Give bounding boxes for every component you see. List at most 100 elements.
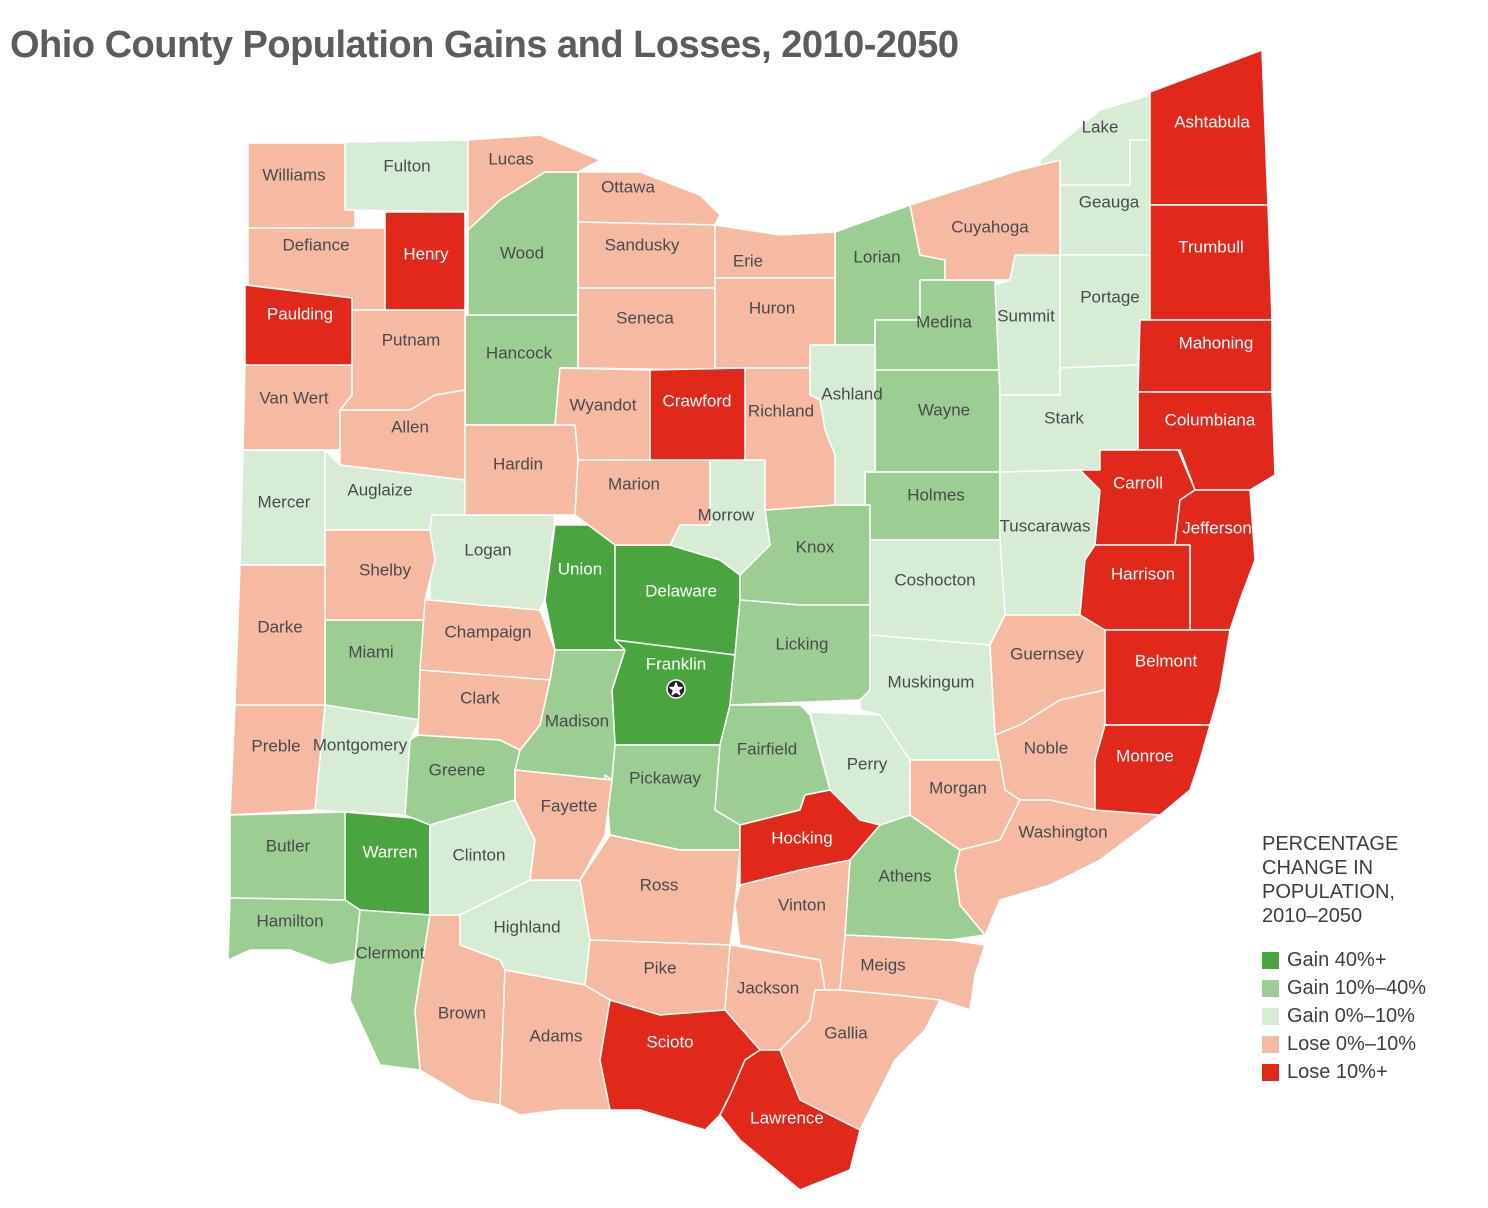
county-label: Carroll	[1113, 473, 1163, 492]
legend-item: Lose 0%–10%	[1262, 1030, 1462, 1058]
county-label: Mahoning	[1179, 333, 1254, 352]
county-label: Darke	[257, 617, 302, 636]
county	[244, 284, 353, 366]
county	[1149, 204, 1273, 321]
county-label: Monroe	[1116, 746, 1174, 765]
county-label: Logan	[464, 540, 511, 559]
county-label: Pickaway	[629, 768, 701, 787]
legend-swatch	[1262, 1007, 1279, 1025]
county	[384, 211, 466, 311]
county	[649, 367, 746, 461]
county-label: Auglaize	[347, 480, 412, 499]
county	[229, 704, 326, 816]
counties	[227, 49, 1276, 1191]
county-label: Henry	[403, 244, 449, 263]
county-label: Noble	[1024, 738, 1068, 757]
county	[574, 459, 711, 546]
county-label: Jackson	[737, 978, 799, 997]
county-label: Ottawa	[601, 177, 655, 196]
capital-star	[669, 682, 683, 696]
county-label: Harrison	[1111, 564, 1175, 583]
legend-swatch	[1262, 951, 1279, 969]
legend-label: Gain 40%+	[1287, 948, 1387, 971]
county	[739, 789, 881, 886]
county-label: Medina	[916, 312, 972, 331]
county-label: Crawford	[663, 391, 732, 410]
title: Ohio County Population Gains and Losses,…	[10, 24, 959, 66]
county	[419, 599, 556, 681]
county-label: Meigs	[860, 955, 905, 974]
legend-label: Lose 10%+	[1287, 1060, 1388, 1083]
county-label: Ashtabula	[1174, 112, 1250, 131]
county-label: Perry	[847, 754, 888, 773]
county	[417, 669, 551, 751]
county	[579, 834, 741, 946]
county	[344, 811, 436, 916]
county	[229, 811, 346, 901]
county-label: Mercer	[258, 492, 311, 511]
county-label: Miami	[348, 642, 393, 661]
legend-item: Gain 40%+	[1262, 946, 1462, 974]
legend: PERCENTAGE CHANGE IN POPULATION, 2010–20…	[1262, 832, 1462, 1086]
county-label: Knox	[796, 537, 835, 556]
county-label: Clinton	[453, 845, 506, 864]
county-label: Athens	[879, 866, 932, 885]
county-label: Lawrence	[750, 1108, 824, 1127]
county-label: Highland	[493, 917, 560, 936]
county	[864, 471, 1001, 541]
county-label: Erie	[733, 251, 763, 270]
county	[869, 539, 1006, 646]
county	[954, 799, 1161, 936]
county-label: Champaign	[445, 622, 532, 641]
county-label: Scioto	[646, 1032, 693, 1051]
legend-label: Lose 0%–10%	[1287, 1032, 1416, 1055]
county	[467, 134, 601, 231]
county	[744, 367, 836, 511]
county-label: Fairfield	[737, 739, 797, 758]
legend-item: Lose 10%+	[1262, 1058, 1462, 1086]
county	[719, 1049, 861, 1191]
county	[1059, 254, 1151, 369]
legend-items: Gain 40%+ Gain 10%–40% Gain 0%–10% Lose 0%–…	[1262, 946, 1462, 1086]
county	[227, 897, 361, 966]
county-label: Guernsey	[1010, 644, 1084, 663]
county-label: Marion	[608, 474, 660, 493]
county	[1104, 629, 1231, 726]
county	[339, 389, 466, 481]
county	[429, 514, 556, 611]
county-label: Ashland	[821, 384, 882, 403]
county	[247, 142, 356, 229]
county-label: Vinton	[778, 895, 826, 914]
legend-swatch	[1262, 979, 1279, 997]
county-label: Sandusky	[605, 235, 680, 254]
county-label: Jefferson	[1182, 518, 1252, 537]
county-label: Greene	[429, 760, 486, 779]
county-label: Trumbull	[1178, 237, 1244, 256]
county-label: Cuyahoga	[951, 217, 1029, 236]
county-label: Preble	[251, 736, 300, 755]
county-label: Clermont	[356, 943, 425, 962]
county-label: Summit	[997, 306, 1055, 325]
county-label: Butler	[266, 836, 311, 855]
county-label: Wyandot	[570, 395, 637, 414]
county-label: Lake	[1082, 117, 1119, 136]
county	[324, 619, 433, 721]
county-label: Madison	[545, 711, 609, 730]
county	[779, 989, 941, 1131]
legend-title: PERCENTAGE CHANGE IN POPULATION, 2010–20…	[1262, 833, 1399, 927]
county-label: Montgomery	[313, 735, 408, 754]
county	[1094, 724, 1211, 816]
county-label: Columbiana	[1165, 410, 1256, 429]
county-label: Hardin	[493, 454, 543, 473]
county-label: Fulton	[383, 156, 430, 175]
county	[1137, 319, 1273, 393]
legend-label: Gain 10%–40%	[1287, 976, 1426, 999]
county-label: Coshocton	[894, 570, 975, 589]
county-label: Lorian	[853, 247, 900, 266]
legend-item: Gain 10%–40%	[1262, 974, 1462, 1002]
county	[714, 224, 836, 279]
county-label: Holmes	[907, 485, 965, 504]
county-label: Brown	[438, 1003, 486, 1022]
county	[314, 704, 421, 816]
